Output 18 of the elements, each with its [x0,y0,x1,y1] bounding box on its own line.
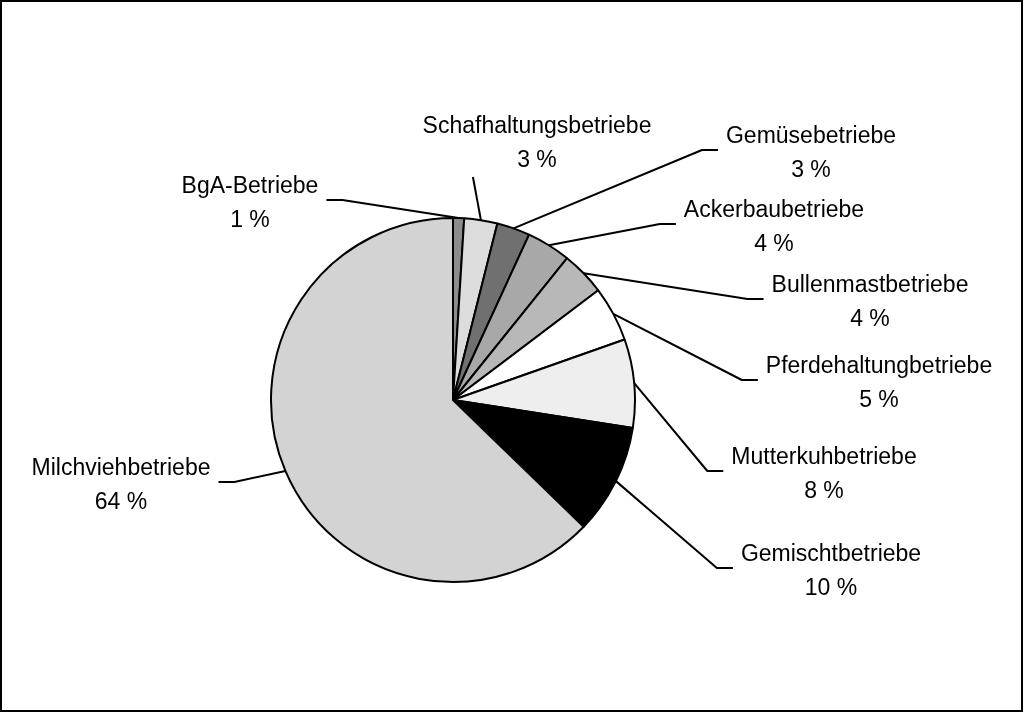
slice-label: Mutterkuhbetriebe [731,443,917,470]
slice-label: BgA-Betriebe [181,172,319,199]
data-label: 10 % [804,574,858,601]
slice-label: Schafhaltungsbetriebe [422,112,652,139]
slice-label: Gemischtbetriebe [740,540,922,567]
slice-label: Bullenmastbetriebe [771,271,969,298]
data-label: 64 % [94,488,148,515]
data-label: 4 % [754,230,794,257]
slice-label: Milchviehbetriebe [31,454,211,481]
data-label: 3 % [517,146,557,173]
slice-label: Ackerbaubetriebe [683,196,865,223]
data-label: 8 % [804,477,844,504]
data-label: 1 % [230,206,270,233]
slice-label: Gemüsebetriebe [725,122,897,149]
data-label: 4 % [850,305,890,332]
slice-label: Pferdehaltungbetriebe [765,352,993,379]
data-label: 5 % [859,386,899,413]
data-label: 3 % [791,156,831,183]
